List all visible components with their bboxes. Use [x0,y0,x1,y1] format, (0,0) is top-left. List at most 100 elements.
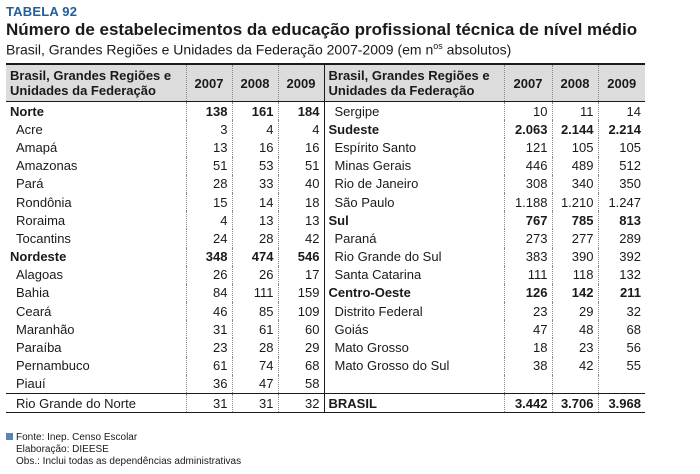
table-title: Número de estabelecimentos da educação p… [6,20,638,39]
value-cell: 61 [231,320,278,339]
value-cell: 68 [597,320,645,339]
value-cell: 18 [503,338,552,357]
value-cell: 184 [277,101,324,121]
value-cell: 23 [503,302,552,321]
value-cell: 2.144 [551,120,598,139]
region-name: Maranhão [16,321,75,337]
value-cell: 26 [231,265,278,284]
region-name: Roraima [16,212,66,228]
value-cell: 15 [185,192,232,212]
value-cell [597,374,645,394]
table-row: Amazonas 51 53 51 Minas Gerais 446 489 512 [6,156,645,175]
column-header-region-left: Brasil, Grandes Regiões e Unidades da Fed… [6,64,186,102]
data-table: Brasil, Grandes Regiões e Unidades da Fed… [6,63,645,414]
value-cell: 31 [185,392,232,413]
table-row: Rio Grande do Norte 31 31 32 BRASIL 3.442 3.70… [6,392,645,413]
table-notes: Fonte: Inep. Censo Escolar Elaboração: D… [6,432,241,468]
region-name: Paraíba [16,340,62,356]
region-name: Distrito Federal [323,302,504,321]
value-cell: 111 [231,283,278,303]
value-cell: 14 [597,101,645,121]
table-row: Ceará 46 85 109 Distrito Federal 23 29 32 [6,302,645,321]
value-cell: 74 [231,356,278,375]
value-cell: 489 [551,156,598,175]
value-cell: 51 [277,156,324,175]
table-row: Tocantins 24 28 42 Paraná 273 277 289 [6,229,645,248]
column-header-line2: Unidades da Federação [10,83,156,98]
value-cell: 18 [277,192,324,212]
region-name: Minas Gerais [323,156,504,175]
value-cell: 105 [597,138,645,157]
value-cell: 29 [277,338,324,357]
value-cell: 785 [551,211,598,230]
value-cell: 26 [185,265,232,284]
region-name: Amazonas [16,158,78,174]
region-name: Pará [16,176,44,192]
value-cell: 350 [597,174,645,193]
source-note: Fonte: Inep. Censo Escolar [6,432,241,444]
column-header-year: 2009 [277,64,324,102]
value-cell: 11 [551,101,598,121]
value-cell: 60 [277,320,324,339]
region-name: Norte [10,103,44,119]
region-name: Ceará [16,303,52,319]
column-header-year: 2007 [185,64,232,102]
value-cell: 58 [277,374,324,394]
subtitle-end: absolutos) [442,41,512,58]
value-cell: 3.442 [503,392,552,413]
value-cell: 84 [185,283,232,303]
value-cell: 392 [597,247,645,266]
value-cell: 10 [503,101,552,121]
value-cell: 126 [503,283,552,303]
value-cell: 3 [185,120,232,139]
value-cell: 13 [231,211,278,230]
table-row: Acre 3 4 4 Sudeste 2.063 2.144 2.214 [6,120,645,139]
region-name: BRASIL [323,392,504,413]
elaboration-note: Elaboração: DIEESE [16,444,109,455]
table-row: Roraima 4 13 13 Sul 767 785 813 [6,211,645,230]
value-cell [551,374,598,394]
value-cell: 42 [551,356,598,375]
value-cell: 17 [277,265,324,284]
value-cell: 13 [185,138,232,157]
value-cell: 28 [231,338,278,357]
value-cell: 29 [551,302,598,321]
region-name: Centro-Oeste [323,283,504,303]
value-cell: 47 [231,374,278,394]
value-cell: 512 [597,156,645,175]
region-name: Paraná [323,229,504,248]
value-cell [503,374,552,394]
value-cell: 474 [231,247,278,266]
column-header-year: 2009 [597,64,645,102]
table-row: Norte 138 161 184 Sergipe 10 11 14 [6,101,645,121]
region-name: Sul [323,211,504,230]
value-cell: 32 [277,392,324,413]
region-name: Bahia [16,285,50,301]
value-cell: 161 [231,101,278,121]
column-header-year: 2007 [503,64,552,102]
column-header-year: 2008 [551,64,598,102]
value-cell: 53 [231,156,278,175]
value-cell: 4 [277,120,324,139]
value-cell: 383 [503,247,552,266]
source-text: Fonte: Inep. Censo Escolar [16,432,138,443]
value-cell: 48 [551,320,598,339]
region-name: Goiás [323,320,504,339]
region-name [323,374,504,394]
value-cell: 3.968 [597,392,645,413]
value-cell: 1.188 [503,192,552,212]
table-row: Rondônia 15 14 18 São Paulo 1.188 1.210 1.247 [6,192,645,212]
region-name: Tocantins [16,230,71,246]
value-cell: 273 [503,229,552,248]
value-cell: 28 [231,229,278,248]
value-cell: 51 [185,156,232,175]
value-cell: 4 [185,211,232,230]
value-cell: 142 [551,283,598,303]
value-cell: 55 [597,356,645,375]
value-cell: 105 [551,138,598,157]
subtitle-main: Brasil, Grandes Regiões e Unidades da Fe… [6,41,434,58]
value-cell: 132 [597,265,645,284]
table-row: Pará 28 33 40 Rio de Janeiro 308 340 350 [6,174,645,193]
value-cell: 813 [597,211,645,230]
region-name: Rondônia [16,194,72,210]
